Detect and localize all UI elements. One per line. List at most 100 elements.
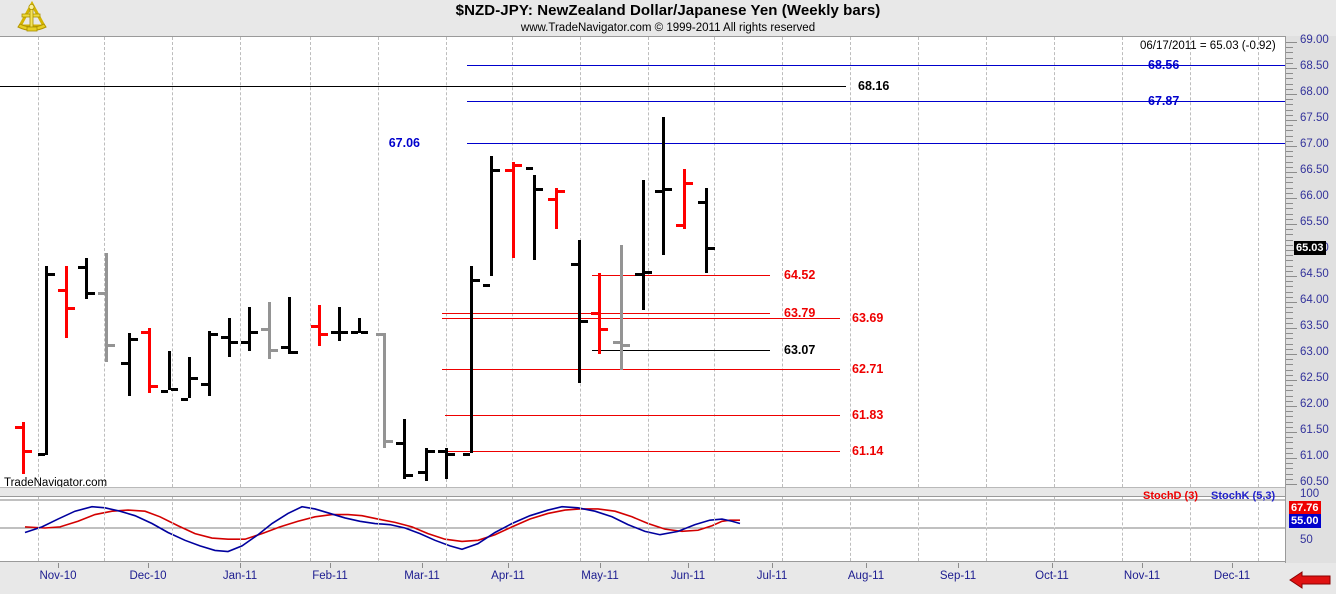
level-label[interactable]: 63.07 bbox=[784, 343, 816, 358]
axis-tick bbox=[1286, 458, 1297, 459]
level-label[interactable]: 67.06 bbox=[388, 135, 420, 150]
ohlc-bar bbox=[45, 265, 48, 456]
level-line[interactable] bbox=[445, 450, 840, 452]
date-axis-label[interactable]: Jan-11 bbox=[222, 570, 258, 582]
level-label[interactable]: 63.69 bbox=[852, 311, 884, 326]
axis-minor-tick bbox=[1286, 322, 1293, 324]
ohlc-open-tick bbox=[78, 265, 85, 269]
date-axis-label[interactable]: May-11 bbox=[581, 570, 619, 582]
gridline-vertical bbox=[1054, 37, 1055, 487]
stochastic-panel[interactable] bbox=[0, 496, 1285, 562]
level-label[interactable]: 63.79 bbox=[784, 305, 816, 320]
ohlc-open-tick bbox=[548, 198, 555, 201]
level-label[interactable]: 67.87 bbox=[1148, 93, 1180, 108]
ohlc-open-tick bbox=[241, 341, 248, 344]
level-line[interactable] bbox=[467, 142, 1285, 144]
axis-tick bbox=[1286, 354, 1297, 355]
price-chart-panel[interactable]: 68.56 68.16 67.87 67.06 64.52 63.79 63.69 63.07… bbox=[0, 36, 1285, 488]
stoch-value-box[interactable]: 55.00 bbox=[1289, 514, 1321, 528]
date-axis-label[interactable]: Nov-10 bbox=[39, 570, 77, 582]
ohlc-close-tick bbox=[386, 439, 393, 443]
level-line[interactable] bbox=[442, 312, 770, 314]
date-axis-tick bbox=[330, 563, 331, 568]
axis-minor-tick bbox=[1286, 359, 1293, 361]
date-axis-tick bbox=[148, 563, 149, 568]
date-axis-label[interactable]: Feb-11 bbox=[312, 570, 348, 582]
axis-tick-label: 67.50 bbox=[1300, 112, 1329, 124]
ohlc-close-tick bbox=[428, 450, 435, 454]
stoch-value-box[interactable]: 67.76 bbox=[1289, 501, 1321, 515]
ohlc-open-tick bbox=[261, 328, 268, 331]
ohlc-bar bbox=[425, 447, 428, 482]
ohlc-bar bbox=[445, 447, 448, 479]
level-line[interactable] bbox=[0, 85, 846, 87]
gridline-vertical bbox=[782, 497, 783, 561]
level-line[interactable] bbox=[445, 414, 840, 416]
date-axis-label[interactable]: Mar-11 bbox=[404, 570, 440, 582]
gridline-vertical bbox=[310, 497, 311, 561]
level-label[interactable]: 62.71 bbox=[852, 362, 884, 377]
axis-tick bbox=[1286, 432, 1297, 433]
scroll-right-arrow-icon[interactable] bbox=[1288, 570, 1332, 590]
level-label[interactable]: 61.83 bbox=[852, 407, 884, 422]
date-axis-label[interactable]: Oct-11 bbox=[1035, 570, 1069, 582]
ohlc-bar bbox=[512, 161, 515, 258]
axis-minor-tick bbox=[1286, 286, 1293, 288]
ohlc-bar bbox=[705, 187, 708, 274]
axis-minor-tick bbox=[1286, 218, 1293, 220]
ohlc-open-tick bbox=[58, 289, 65, 292]
date-axis-tick bbox=[58, 563, 59, 568]
level-line[interactable] bbox=[442, 369, 840, 371]
date-axis-label[interactable]: Dec-11 bbox=[1213, 570, 1251, 582]
ohlc-close-tick bbox=[291, 351, 298, 355]
date-axis-label[interactable]: Jun-11 bbox=[670, 570, 706, 582]
axis-minor-tick bbox=[1286, 400, 1293, 402]
gridline-vertical bbox=[1054, 497, 1055, 561]
level-line[interactable] bbox=[442, 318, 840, 320]
date-axis-label[interactable]: Apr-11 bbox=[491, 570, 525, 582]
axis-tick bbox=[1286, 146, 1297, 147]
current-price-box[interactable]: 65.03 bbox=[1294, 241, 1326, 256]
axis-tick-label: 67.00 bbox=[1300, 138, 1329, 150]
level-line[interactable] bbox=[467, 100, 1285, 102]
level-line[interactable] bbox=[592, 274, 770, 276]
ohlc-open-tick bbox=[38, 452, 45, 456]
gridline-vertical bbox=[1190, 37, 1191, 487]
gridline-vertical bbox=[240, 37, 241, 487]
date-axis[interactable]: Nov-10 Dec-10 Jan-11 Feb-11 Mar-11 Apr-11 May-… bbox=[0, 563, 1336, 594]
axis-minor-tick bbox=[1286, 156, 1293, 158]
date-axis-label[interactable]: Aug-11 bbox=[847, 570, 885, 582]
date-axis-label[interactable]: Nov-11 bbox=[1123, 570, 1161, 582]
ohlc-bar bbox=[620, 244, 623, 370]
axis-minor-tick bbox=[1286, 135, 1293, 137]
copyright-notice: www.TradeNavigator.com © 1999-2011 All r… bbox=[520, 22, 816, 34]
legend-stoch-k: StochK (5,3) bbox=[1211, 490, 1276, 502]
date-axis-label[interactable]: Dec-10 bbox=[129, 570, 167, 582]
level-label[interactable]: 68.16 bbox=[858, 78, 890, 93]
axis-minor-tick bbox=[1286, 62, 1293, 64]
level-line[interactable] bbox=[592, 350, 770, 352]
axis-minor-tick bbox=[1286, 343, 1293, 345]
ohlc-bar bbox=[105, 252, 108, 362]
ohlc-close-tick bbox=[68, 307, 75, 311]
axis-tick bbox=[1286, 302, 1297, 303]
axis-minor-tick bbox=[1286, 140, 1293, 142]
date-axis-label[interactable]: Sep-11 bbox=[939, 570, 977, 582]
gridline-vertical bbox=[240, 497, 241, 561]
ohlc-open-tick bbox=[161, 390, 168, 394]
date-axis-tick bbox=[1232, 563, 1233, 568]
ohlc-open-tick bbox=[331, 330, 338, 334]
gridline-vertical bbox=[1190, 497, 1191, 561]
ohlc-close-tick bbox=[493, 169, 500, 173]
ohlc-close-tick bbox=[645, 270, 652, 274]
ohlc-bar bbox=[65, 265, 68, 339]
price-axis[interactable]: 69.00 68.50 68.00 67.50 67.00 66.50 66.00 65.50… bbox=[1285, 34, 1336, 563]
axis-tick-label: 66.00 bbox=[1300, 190, 1329, 202]
axis-tick bbox=[1286, 68, 1297, 69]
level-line[interactable] bbox=[467, 64, 1285, 66]
level-label[interactable]: 61.14 bbox=[852, 443, 884, 458]
axis-minor-tick bbox=[1286, 78, 1293, 80]
level-label[interactable]: 68.56 bbox=[1148, 57, 1180, 72]
level-label[interactable]: 64.52 bbox=[784, 267, 816, 282]
date-axis-label[interactable]: Jul-11 bbox=[756, 570, 788, 582]
